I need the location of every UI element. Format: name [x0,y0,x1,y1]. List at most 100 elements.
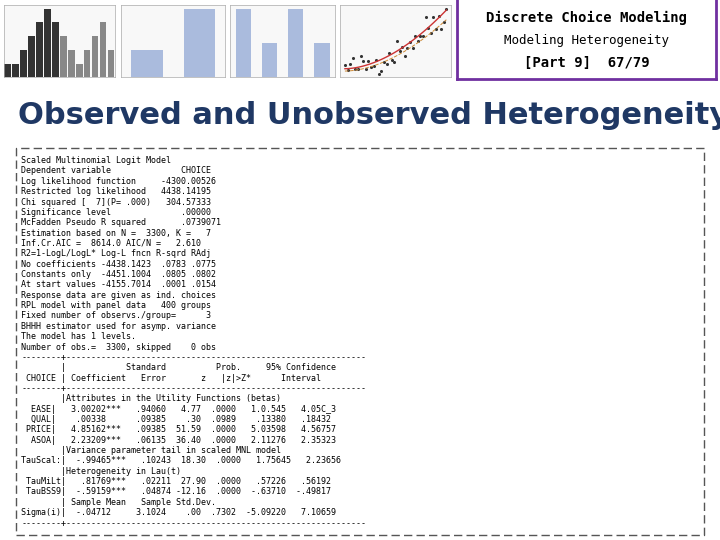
Point [352,65,364,73]
Point [347,53,359,62]
Text: Observed and Unobserved Heterogeneity: Observed and Unobserved Heterogeneity [18,101,720,130]
Point [344,59,356,68]
Point [378,58,390,66]
Point [415,32,426,40]
Text: Chi squared [  7](P= .000)   304.57333: Chi squared [ 7](P= .000) 304.57333 [22,198,211,206]
Text: PRICE|   4.85162***   .09385  51.59  .0000   5.03598   4.56757: PRICE| 4.85162*** .09385 51.59 .0000 5.0… [22,426,336,434]
Text: Estimation based on N =  3300, K =   7: Estimation based on N = 3300, K = 7 [22,228,211,238]
Point [360,64,372,73]
Point [381,60,392,69]
Text: Significance level              .00000: Significance level .00000 [22,208,211,217]
Text: Number of obs.=  3300, skipped    0 obs: Number of obs.= 3300, skipped 0 obs [22,342,216,352]
Bar [36,23,42,77]
Point [397,43,408,52]
Point [438,18,449,26]
Bar [100,23,107,77]
Text: Sigma(i)|  -.04712     3.1024    .00  .7302  -5.09220   7.10659: Sigma(i)| -.04712 3.1024 .00 .7302 -5.09… [22,508,336,517]
Text: No coefficients -4438.1423  .0783 .0775: No coefficients -4438.1423 .0783 .0775 [22,260,216,269]
Point [404,37,415,46]
Bar [132,50,163,77]
Point [431,25,442,33]
Text: QUAL|    .00338      .09385    .30  .0989    .13380   .18432: QUAL| .00338 .09385 .30 .0989 .13380 .18… [22,415,331,424]
Text: EASE|   3.00202***   .94060   4.77  .0000   1.0.545   4.05C_3: EASE| 3.00202*** .94060 4.77 .0000 1.0.5… [22,404,336,414]
Point [349,65,361,74]
Bar [53,23,58,77]
Text: --------+------------------------------------------------------------: --------+-------------------------------… [22,518,366,528]
FancyBboxPatch shape [17,148,704,535]
Point [357,56,369,65]
Text: Discrete Choice Modeling: Discrete Choice Modeling [486,11,688,25]
Point [363,57,374,65]
Text: CHOICE | Coefficient   Error       z   |z|>Z*      Interval: CHOICE | Coefficient Error z |z|>Z* Inte… [22,374,321,382]
Bar [314,43,330,77]
Text: Dependent variable              CHOICE: Dependent variable CHOICE [22,166,211,176]
Text: |Attributes in the Utility Functions (betas): |Attributes in the Utility Functions (be… [22,394,282,403]
Bar [12,64,19,77]
Point [423,23,434,32]
Point [428,13,439,22]
Point [410,31,421,40]
Point [373,70,384,78]
Point [402,44,413,52]
Bar [4,64,11,77]
Point [376,67,387,76]
Text: The model has 1 levels.: The model has 1 levels. [22,332,136,341]
Point [339,61,351,70]
Text: TauMiLt|   .81769***   .02211  27.90  .0000   .57226   .56192: TauMiLt| .81769*** .02211 27.90 .0000 .5… [22,477,331,486]
Text: | Sample Mean   Sample Std.Dev.: | Sample Mean Sample Std.Dev. [22,498,216,507]
Bar [28,36,35,77]
Text: --------+------------------------------------------------------------: --------+-------------------------------… [22,384,366,393]
Bar [92,36,99,77]
Bar [20,50,27,77]
Point [370,56,382,64]
Text: [Part 9]  67/79: [Part 9] 67/79 [524,56,649,70]
Text: BHHH estimator used for asymp. variance: BHHH estimator used for asymp. variance [22,322,216,331]
Point [420,12,431,21]
Text: |Variance parameter tail in scaled MNL model: |Variance parameter tail in scaled MNL m… [22,446,282,455]
Text: ASOA|   2.23209***   .06135  36.40  .0000   2.11276   2.35323: ASOA| 2.23209*** .06135 36.40 .0000 2.11… [22,436,336,445]
Bar [68,50,75,77]
Point [355,51,366,60]
Bar [184,9,215,77]
Point [383,49,395,58]
Bar [76,64,83,77]
Text: TauScal:|  -.99465***   .10243  18.30  .0000   1.75645   2.23656: TauScal:| -.99465*** .10243 18.30 .0000 … [22,456,341,465]
Point [417,32,428,40]
Bar [108,50,114,77]
Bar [44,9,50,77]
Point [368,62,379,70]
Bar [60,36,66,77]
Bar [288,9,303,77]
Text: Scaled Multinomial Logit Model: Scaled Multinomial Logit Model [22,156,171,165]
Point [342,65,354,74]
Text: At start values -4155.7014  .0001 .0154: At start values -4155.7014 .0001 .0154 [22,280,216,289]
Text: Inf.Cr.AIC =  8614.0 AIC/N =   2.610: Inf.Cr.AIC = 8614.0 AIC/N = 2.610 [22,239,202,248]
Text: Constants only  -4451.1004  .0805 .0802: Constants only -4451.1004 .0805 .0802 [22,270,216,279]
Text: Log likelihood function     -4300.00526: Log likelihood function -4300.00526 [22,177,216,186]
Text: --------+------------------------------------------------------------: --------+-------------------------------… [22,353,366,362]
Text: |            Standard          Prob.     95% Confidence: | Standard Prob. 95% Confidence [22,363,336,372]
Point [436,25,447,33]
Point [389,58,400,67]
Point [394,47,405,56]
Text: TauBSS9|  -.59159***   .04874 -12.16  .0000  -.63710  -.49817: TauBSS9| -.59159*** .04874 -12.16 .0000 … [22,488,331,496]
Text: Response data are given as ind. choices: Response data are given as ind. choices [22,291,216,300]
Point [425,28,436,37]
Text: |Heterogeneity in Lau(t): |Heterogeneity in Lau(t) [22,467,181,476]
Text: R2=1-LogL/LogL* Log-L fncn R-sqrd RAdj: R2=1-LogL/LogL* Log-L fncn R-sqrd RAdj [22,249,211,258]
Point [441,4,452,13]
Point [433,12,444,21]
Text: Restricted log likelihood   4438.14195: Restricted log likelihood 4438.14195 [22,187,211,196]
Text: McFadden Pseudo R squared       .0739071: McFadden Pseudo R squared .0739071 [22,218,221,227]
Point [399,52,410,60]
Text: RPL model with panel data   400 groups: RPL model with panel data 400 groups [22,301,211,310]
Bar [262,43,277,77]
Point [386,56,397,65]
Text: Fixed number of observs./group=      3: Fixed number of observs./group= 3 [22,312,211,320]
Bar [84,50,91,77]
Point [412,36,423,45]
Point [391,37,402,45]
Point [365,63,377,71]
Point [407,44,418,53]
Bar [235,9,251,77]
